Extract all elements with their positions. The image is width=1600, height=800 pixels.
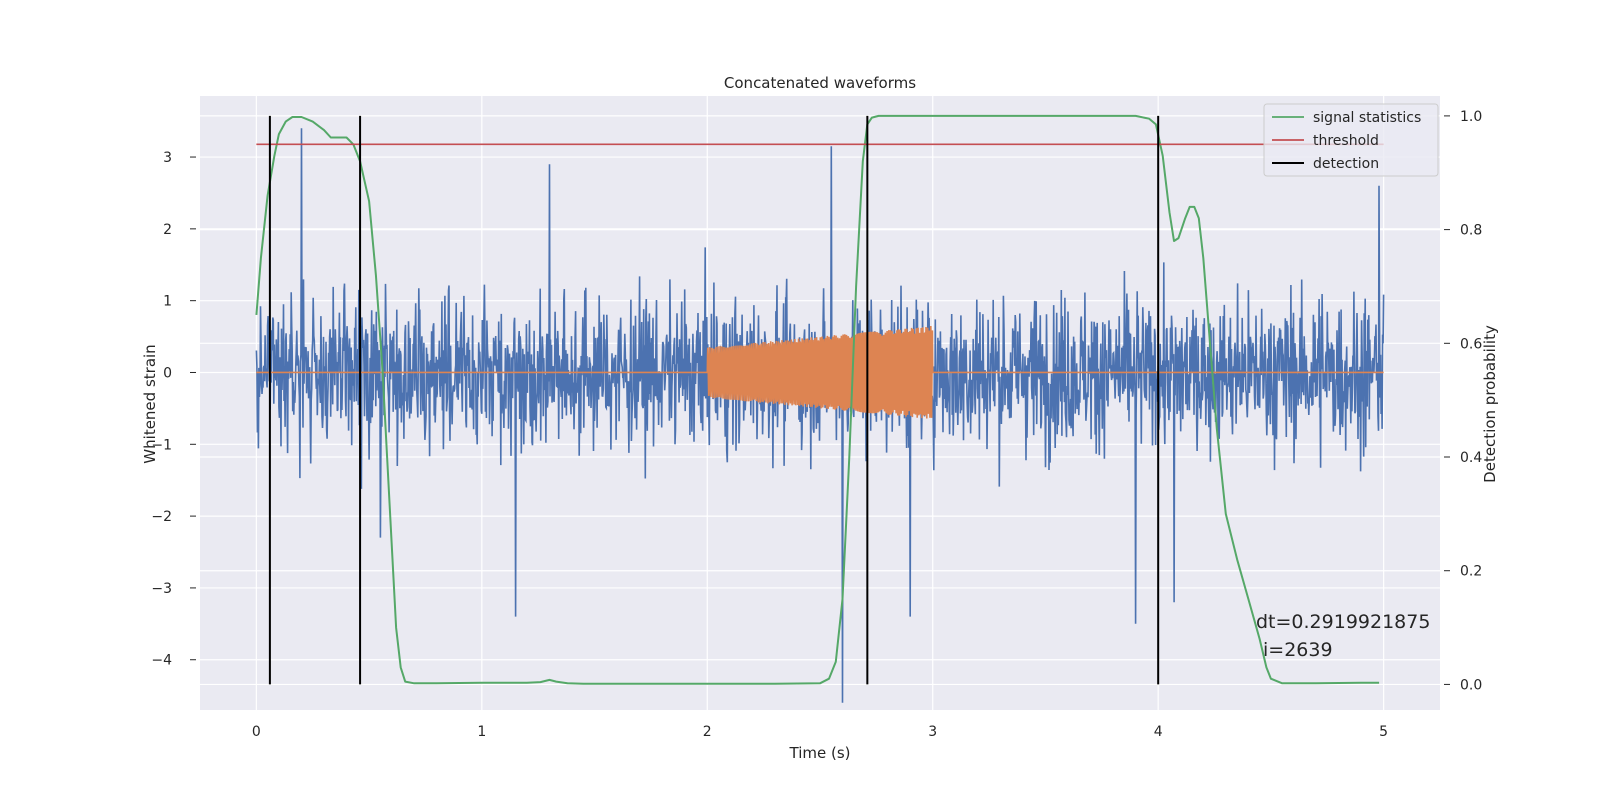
annotation: dt=0.2919921875 i=2639: [1256, 611, 1430, 661]
x-tick-label: 0: [252, 724, 261, 740]
legend: signal statistics threshold detection: [1263, 103, 1439, 177]
x-tick-label: 4: [1154, 724, 1163, 740]
y-right-tick-label: 0.4: [1460, 450, 1482, 466]
chart-title: Concatenated waveforms: [724, 74, 916, 92]
y-left-tick-label: 1: [163, 294, 172, 310]
y-axis-left-ticks: −4 −3 −2 −1 0 1 2 3: [151, 150, 196, 669]
y-left-tick-label: −1: [151, 437, 172, 453]
y-right-tick-label: 0.2: [1460, 564, 1482, 580]
legend-label-threshold: threshold: [1313, 133, 1379, 149]
y-axis-right-label: Detection probability: [1481, 325, 1499, 483]
signal-statistics-series: [255, 114, 1380, 685]
y-right-tick-label: 0.6: [1460, 336, 1482, 352]
legend-label-detection: detection: [1313, 156, 1379, 172]
legend-box: [1263, 103, 1439, 177]
annotation-dt: dt=0.2919921875: [1256, 611, 1430, 633]
y-axis-right-ticks: 0.0 0.2 0.4 0.6 0.8 1.0: [1444, 109, 1482, 693]
y-left-tick-label: −2: [151, 509, 172, 525]
waveform-chirp: [706, 325, 934, 419]
x-tick-label: 5: [1379, 724, 1388, 740]
x-axis-label: Time (s): [789, 744, 851, 762]
y-left-tick-label: 2: [163, 222, 172, 238]
x-tick-label: 2: [703, 724, 712, 740]
y-right-tick-label: 0.8: [1460, 223, 1482, 239]
signal-statistics-line: [255, 114, 1380, 685]
x-tick-label: 3: [928, 724, 937, 740]
y-left-tick-label: 0: [163, 365, 172, 381]
detection-series: [268, 115, 1160, 685]
y-left-tick-label: −3: [151, 581, 172, 597]
annotation-i: i=2639: [1263, 639, 1333, 661]
legend-label-signal-statistics: signal statistics: [1313, 110, 1421, 126]
waveform-series: [256, 325, 1384, 419]
y-right-tick-label: 1.0: [1460, 109, 1482, 125]
y-left-tick-label: −4: [151, 653, 172, 669]
y-axis-left-label: Whitened strain: [141, 344, 159, 463]
x-tick-label: 1: [477, 724, 486, 740]
y-left-tick-label: 3: [163, 150, 172, 166]
y-right-tick-label: 0.0: [1460, 677, 1482, 693]
x-axis-ticks: 0 1 2 3 4 5: [252, 724, 1388, 740]
